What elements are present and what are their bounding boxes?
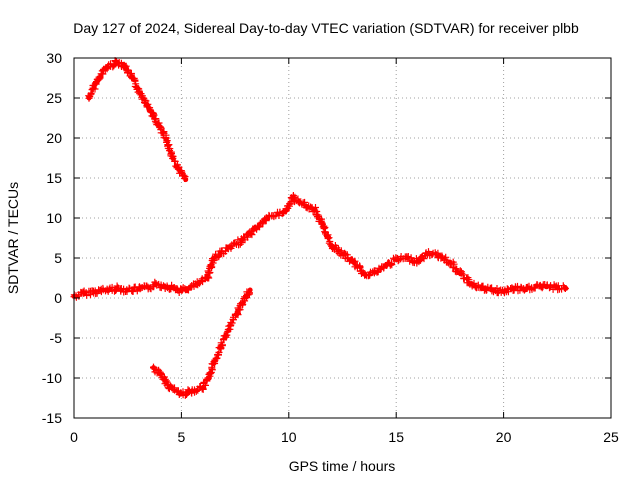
series-segment xyxy=(144,281,158,293)
y-tick-label: 20 xyxy=(46,130,62,146)
series-segment xyxy=(135,282,152,293)
series-segment xyxy=(178,284,192,294)
series-segment xyxy=(520,282,539,294)
series-segment xyxy=(311,204,326,227)
data-series xyxy=(70,57,569,399)
y-tick-label: 30 xyxy=(46,50,62,66)
series-segment xyxy=(203,255,217,282)
x-tick-label: 25 xyxy=(603,429,619,445)
y-tick-label: 10 xyxy=(46,210,62,226)
chart-title: Day 127 of 2024, Sidereal Day-to-day VTE… xyxy=(73,20,579,36)
series-segment xyxy=(128,73,143,96)
y-tick-label: -15 xyxy=(42,410,62,426)
series-segment xyxy=(227,236,245,252)
series-segment xyxy=(349,256,367,277)
data-point xyxy=(247,287,253,293)
x-tick-label: 15 xyxy=(388,429,404,445)
series-segment xyxy=(177,386,195,399)
series-segment xyxy=(91,284,109,298)
x-axis-label: GPS time / hours xyxy=(289,458,396,474)
series-segment xyxy=(243,288,253,302)
series-segment xyxy=(210,250,223,263)
x-tick-label: 0 xyxy=(70,429,78,445)
y-tick-label: 25 xyxy=(46,90,62,106)
data-point xyxy=(563,285,569,291)
series-segment xyxy=(328,242,345,259)
series-upper-branch xyxy=(85,57,189,183)
series-main xyxy=(70,192,569,301)
y-tick-label: -10 xyxy=(42,370,62,386)
y-tick-label: 0 xyxy=(54,290,62,306)
x-tick-label: 20 xyxy=(496,429,512,445)
series-lower-branch xyxy=(150,287,253,399)
series-segment xyxy=(245,223,262,239)
data-point xyxy=(183,177,189,183)
y-tick-label: -5 xyxy=(50,330,63,346)
y-tick-label: 15 xyxy=(46,170,62,186)
series-segment xyxy=(136,90,154,112)
x-tick-label: 5 xyxy=(178,429,186,445)
x-tick-label: 10 xyxy=(281,429,297,445)
plot-frame xyxy=(73,57,612,419)
y-axis-label: SDTVAR / TECUs xyxy=(5,182,21,294)
y-tick-label: 5 xyxy=(54,250,62,266)
axis-ticks: 0 5 10 15 20 25 -15 -10 -5 0 5 10 15 20 25 30 xyxy=(42,50,619,445)
series-segment xyxy=(457,268,474,288)
